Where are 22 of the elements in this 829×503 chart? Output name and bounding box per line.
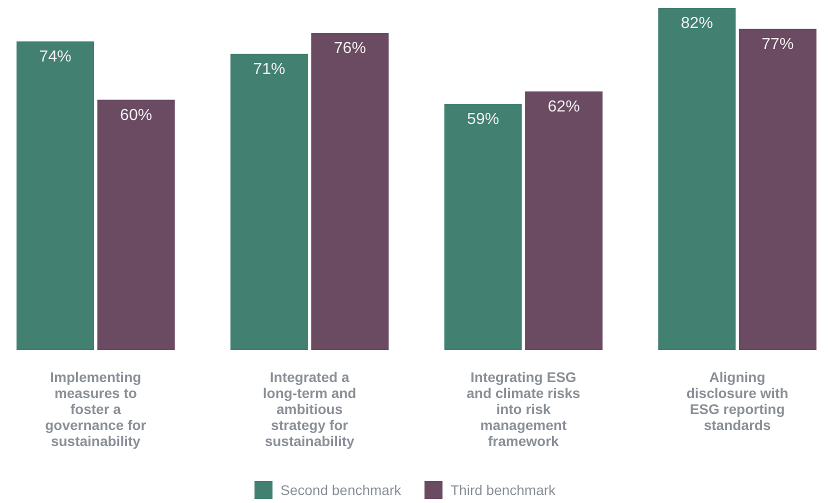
- data-label: 60%: [120, 106, 152, 124]
- bar: [97, 100, 175, 350]
- data-label: 74%: [39, 48, 72, 66]
- bar: [311, 33, 389, 350]
- bar: [525, 91, 603, 350]
- x-tick-label: Integrating ESG and climate risks into risk management framework: [466, 369, 580, 449]
- data-label: 62%: [548, 98, 580, 116]
- data-label: 77%: [762, 36, 794, 53]
- data-label: 71%: [253, 60, 286, 78]
- data-label: 76%: [334, 40, 366, 58]
- data-label: 59%: [467, 110, 500, 128]
- bar: [444, 104, 522, 350]
- data-label: 82%: [680, 15, 713, 32]
- x-tick-label: Implementing measures to foster a governance for sustainability: [45, 369, 147, 449]
- legend-label: Second benchmark: [280, 482, 402, 498]
- bar: [230, 54, 308, 350]
- bar: [738, 28, 816, 350]
- bar: [16, 41, 94, 350]
- x-tick-label: Aligning disclosure with ESG reporting standards: [686, 369, 788, 433]
- bar: [658, 8, 736, 350]
- x-tick-label: Integrated a long-term and ambitious strategy for sustainability: [262, 369, 356, 449]
- legend-label: Third benchmark: [450, 482, 557, 498]
